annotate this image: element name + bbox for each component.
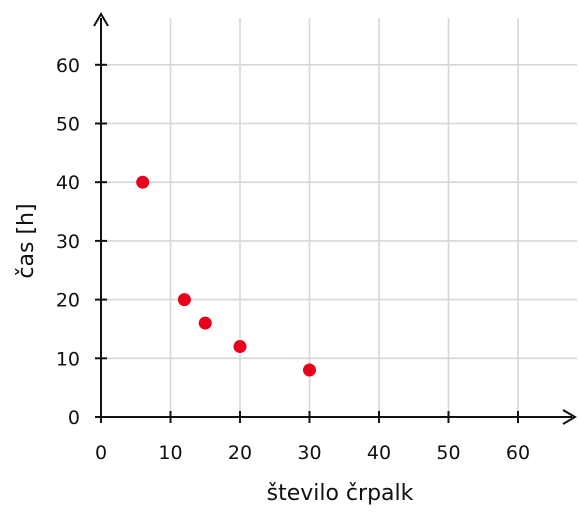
y-tick-label-0: 0 [68,407,80,429]
y-tick-label-10: 10 [56,348,80,370]
data-point-1 [136,175,150,189]
grid [101,18,577,417]
x-tick-label-30: 30 [297,442,321,464]
x-tick-label-10: 10 [158,442,182,464]
data-point-4 [233,340,247,354]
x-tick-label-0: 0 [95,442,107,464]
x-axis-arrow-icon [562,409,577,425]
x-axis-label: število črpalk [267,481,414,506]
y-tick-label-60: 60 [56,55,80,77]
data-point-2 [177,293,191,307]
y-tick-label-50: 50 [56,114,80,136]
y-axis-label: čas [h] [14,203,39,278]
data-point-3 [198,316,212,330]
x-tick-label-20: 20 [228,442,252,464]
data-point-5 [303,363,316,377]
y-tick-label-40: 40 [56,172,80,194]
x-tick-label-50: 50 [436,442,460,464]
tick-labels: 0 10 20 30 40 50 60 0 10 20 30 40 50 60 [56,55,530,464]
y-axis-arrow-icon [93,12,109,27]
x-tick-label-60: 60 [506,442,530,464]
data-points [136,175,316,377]
y-tick-label-30: 30 [56,231,80,253]
axes [93,12,577,425]
x-tick-label-40: 40 [367,442,391,464]
y-tick-label-20: 20 [56,290,80,312]
